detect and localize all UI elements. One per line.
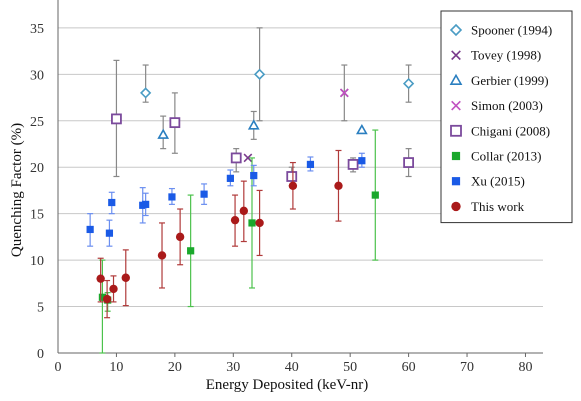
data-point bbox=[105, 229, 114, 237]
data-point bbox=[187, 247, 195, 255]
legend: Spooner (1994) Tovey (1998) Gerbier (1999)… bbox=[440, 10, 573, 224]
data-point bbox=[355, 123, 368, 135]
data-point bbox=[339, 88, 349, 98]
legend-label: Gerbier (1999) bbox=[471, 73, 549, 88]
legend-box bbox=[440, 10, 573, 224]
data-point bbox=[226, 174, 234, 182]
series-xu-2015 bbox=[86, 152, 366, 247]
data-point bbox=[243, 153, 253, 163]
data-point bbox=[347, 159, 359, 170]
x-tick-label: 0 bbox=[55, 360, 62, 375]
legend-label: Collar (2013) bbox=[471, 149, 541, 164]
legend-item: Simon (2003) bbox=[451, 98, 543, 113]
data-point bbox=[109, 284, 118, 294]
legend-item: Chigani (2008) bbox=[450, 123, 550, 138]
data-point bbox=[255, 218, 264, 228]
x-tick-label: 70 bbox=[460, 360, 474, 375]
legend-label: This work bbox=[471, 199, 525, 214]
legend-item: This work bbox=[451, 199, 525, 214]
data-point bbox=[248, 219, 256, 227]
y-tick-label: 20 bbox=[30, 161, 44, 176]
data-point bbox=[371, 191, 379, 199]
data-point bbox=[239, 206, 249, 216]
data-point bbox=[230, 152, 242, 164]
y-tick-label: 30 bbox=[30, 68, 44, 83]
legend-marker bbox=[451, 177, 461, 186]
legend-label: Xu (2015) bbox=[471, 174, 525, 189]
x-tick-label: 30 bbox=[226, 360, 240, 375]
x-marker-stroke bbox=[243, 153, 253, 163]
legend-item: Xu (2015) bbox=[451, 174, 525, 189]
x-marker-stroke bbox=[339, 88, 349, 98]
legend-marker bbox=[450, 124, 462, 137]
legend-marker bbox=[451, 50, 461, 61]
data-point bbox=[96, 274, 105, 283]
data-point bbox=[306, 160, 315, 169]
x-tick-label: 50 bbox=[343, 360, 357, 375]
y-tick-label: 15 bbox=[30, 208, 44, 223]
data-point bbox=[402, 77, 415, 90]
x-tick-label: 60 bbox=[402, 360, 416, 375]
data-point bbox=[334, 181, 343, 190]
legend-marker bbox=[451, 201, 461, 212]
data-point bbox=[102, 294, 112, 304]
y-tick-label: 25 bbox=[30, 115, 44, 130]
legend-item: Gerbier (1999) bbox=[449, 73, 549, 88]
data-series bbox=[86, 27, 415, 354]
data-point bbox=[157, 251, 167, 260]
data-point bbox=[111, 113, 122, 125]
legend-item: Collar (2013) bbox=[451, 149, 541, 164]
legend-marker bbox=[451, 151, 461, 161]
data-point bbox=[98, 293, 107, 301]
x-marker-stroke bbox=[451, 50, 461, 61]
data-point bbox=[168, 193, 176, 201]
data-point bbox=[121, 273, 130, 282]
data-point bbox=[358, 157, 366, 165]
y-axis-label: Quenching Factor (%) bbox=[9, 123, 25, 257]
series-simon-2003 bbox=[339, 88, 349, 98]
x-tick-label: 40 bbox=[285, 360, 299, 375]
data-point bbox=[253, 68, 266, 80]
data-point bbox=[403, 157, 415, 168]
y-tick-label: 10 bbox=[30, 254, 44, 269]
legend-label: Simon (2003) bbox=[471, 98, 543, 113]
legend-marker bbox=[449, 73, 463, 85]
x-tick-label: 10 bbox=[109, 360, 123, 375]
data-point bbox=[286, 171, 298, 182]
data-point bbox=[200, 190, 208, 198]
series-this-work bbox=[96, 149, 343, 319]
series-gerbier-1999 bbox=[157, 110, 368, 150]
data-point bbox=[169, 117, 181, 129]
data-point bbox=[140, 87, 152, 99]
legend-label: Tovey (1998) bbox=[471, 48, 541, 63]
x-tick-labels: 0 10 20 30 40 50 60 70 80 bbox=[55, 360, 533, 375]
legend-item: Spooner (1994) bbox=[449, 23, 552, 38]
legend-label: Spooner (1994) bbox=[471, 23, 552, 38]
axes bbox=[57, 0, 543, 357]
data-point bbox=[230, 215, 240, 225]
y-tick-label: 5 bbox=[37, 301, 44, 316]
y-tick-labels: 0 5 10 15 20 25 30 35 bbox=[30, 22, 44, 362]
data-point bbox=[288, 181, 298, 190]
data-point bbox=[157, 128, 170, 139]
x-tick-label: 80 bbox=[518, 360, 532, 375]
y-tick-label: 35 bbox=[30, 22, 44, 37]
data-point bbox=[142, 200, 150, 208]
series-spooner-1994 bbox=[140, 27, 415, 122]
legend-marker bbox=[451, 100, 461, 111]
series-chigani-2008 bbox=[111, 59, 415, 187]
data-point bbox=[247, 119, 260, 130]
data-point bbox=[250, 171, 258, 180]
data-point bbox=[108, 198, 116, 207]
y-tick-label: 0 bbox=[37, 347, 44, 362]
data-point bbox=[86, 225, 94, 234]
x-marker-stroke bbox=[451, 100, 461, 111]
legend-marker bbox=[449, 23, 463, 37]
legend-item: Tovey (1998) bbox=[451, 48, 541, 63]
x-axis-label: Energy Deposited (keV-nr) bbox=[206, 377, 368, 393]
data-point bbox=[175, 232, 185, 242]
x-tick-label: 20 bbox=[168, 360, 182, 375]
legend-label: Chigani (2008) bbox=[471, 123, 550, 138]
